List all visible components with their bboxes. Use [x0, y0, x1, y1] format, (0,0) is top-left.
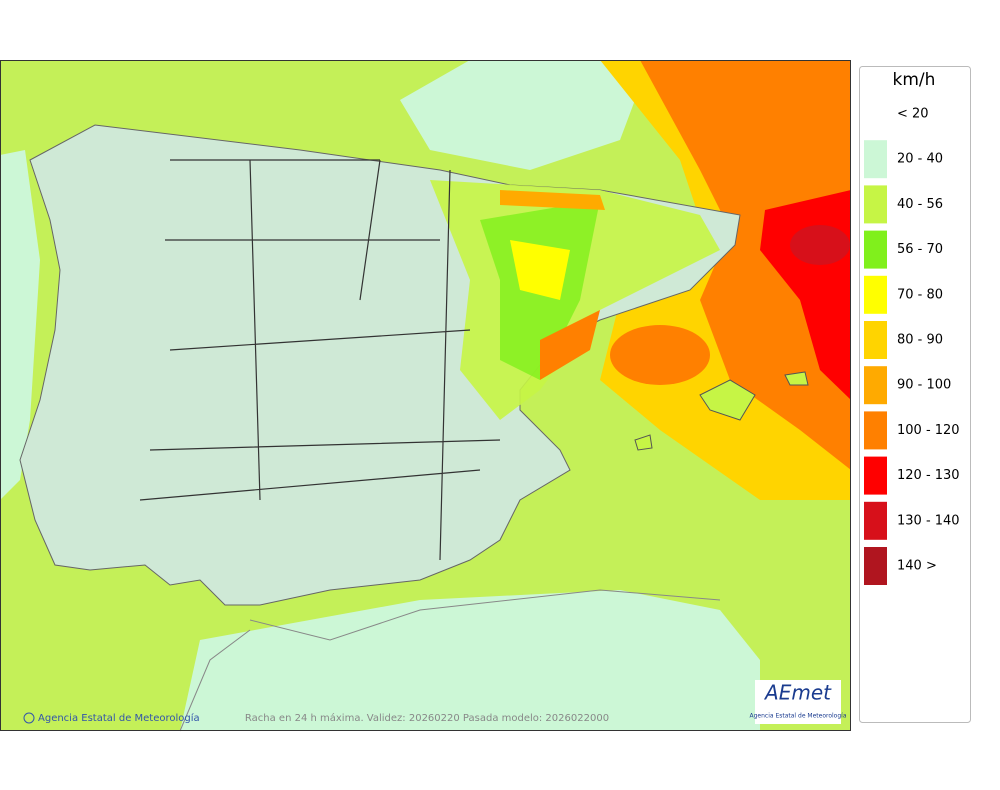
bay-zone	[400, 60, 650, 170]
legend-swatch	[864, 321, 887, 359]
legend-label: 140 >	[897, 559, 937, 574]
caption: Racha en 24 h máxima. Validez: 20260220 …	[245, 712, 609, 724]
legend-label: 130 - 140	[897, 513, 960, 528]
logo: AEmet	[763, 681, 832, 705]
gust-100b	[610, 325, 710, 385]
legend-label: 70 - 80	[897, 287, 943, 302]
legend: km/h < 20 20 - 40 40 - 56 56 - 70 70 - 80 80 …	[859, 66, 971, 723]
legend-label: < 20	[897, 107, 929, 122]
legend-label: 40 - 56	[897, 197, 943, 212]
legend-swatch	[864, 140, 887, 179]
logo-box	[755, 680, 841, 724]
logo-subtitle: Agencia Estatal de Meteorología	[750, 713, 847, 720]
legend-swatch	[864, 95, 887, 133]
atlantic-zone	[0, 150, 40, 500]
legend-label: 120 - 130	[897, 468, 960, 483]
africa-coast	[179, 589, 721, 732]
borders	[139, 159, 501, 561]
credit: Agencia Estatal de Meteorología	[38, 712, 200, 724]
credit-icon	[23, 712, 35, 724]
legend-swatch	[864, 456, 887, 495]
africa-zone	[180, 590, 760, 731]
pyrenees	[500, 190, 605, 210]
legend-swatch	[864, 230, 887, 269]
legend-unit: km/h	[893, 70, 936, 90]
legend-label: 20 - 40	[897, 152, 943, 167]
legend-label: 80 - 90	[897, 333, 943, 348]
legend-label: 100 - 120	[897, 423, 960, 438]
map: Agencia Estatal de Meteorología Racha en…	[0, 60, 851, 732]
gust-100	[640, 60, 851, 470]
legend-label: 56 - 70	[897, 242, 943, 257]
legend-swatch	[864, 547, 887, 585]
legend-swatch	[864, 366, 887, 405]
legend-swatch	[864, 275, 887, 314]
map-frame	[0, 60, 851, 731]
legend-swatch	[864, 411, 887, 450]
mallorca	[699, 379, 756, 421]
legend-swatch	[864, 501, 887, 540]
legend-label: 90 - 100	[897, 378, 951, 393]
gust-130	[790, 225, 850, 265]
gust-100-land	[540, 310, 600, 380]
ibiza	[634, 434, 653, 451]
gust-70-land	[510, 240, 570, 300]
legend-box	[859, 66, 971, 723]
menorca	[784, 371, 809, 386]
legend-swatch	[864, 185, 887, 224]
